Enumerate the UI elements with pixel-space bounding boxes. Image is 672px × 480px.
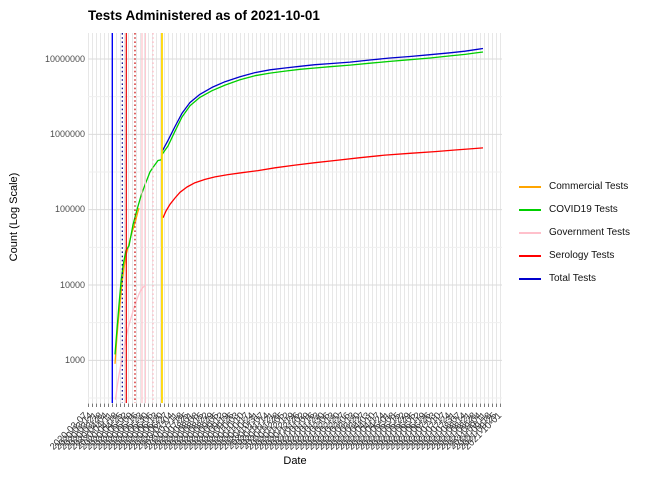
legend-label: Serology Tests	[549, 250, 615, 261]
legend-item: Government Tests	[519, 221, 630, 244]
legend-key-line	[519, 208, 541, 211]
series-line-covid19-tests	[114, 51, 484, 355]
legend-key-line	[519, 254, 541, 257]
y-tick-label: 1000000	[49, 128, 85, 139]
legend-label: Commercial Tests	[549, 181, 629, 192]
legend-item: COVID19 Tests	[519, 198, 630, 221]
chart-title: Tests Administered as of 2021-10-01	[88, 8, 320, 23]
legend-item: Commercial Tests	[519, 175, 630, 198]
series-line-total-tests	[161, 47, 484, 152]
legend-key-line	[519, 185, 541, 188]
legend-label: Total Tests	[549, 273, 597, 284]
series-line-government-tests	[114, 285, 146, 400]
y-tick-label: 100000	[54, 204, 85, 215]
legend-label: COVID19 Tests	[549, 204, 618, 215]
y-tick-label: 10000	[59, 279, 85, 290]
y-tick-label: 10000000	[44, 53, 85, 64]
y-tick-label: 1000	[64, 354, 85, 365]
x-axis-title: Date	[283, 455, 307, 467]
legend-key-line	[519, 231, 541, 234]
series-line-serology-tests	[162, 147, 484, 219]
legend-label: Government Tests	[549, 227, 630, 238]
legend: Commercial Tests COVID19 Tests Governmen…	[519, 175, 630, 290]
legend-item: Serology Tests	[519, 244, 630, 267]
legend-item: Total Tests	[519, 267, 630, 290]
legend-key-line	[519, 277, 541, 280]
